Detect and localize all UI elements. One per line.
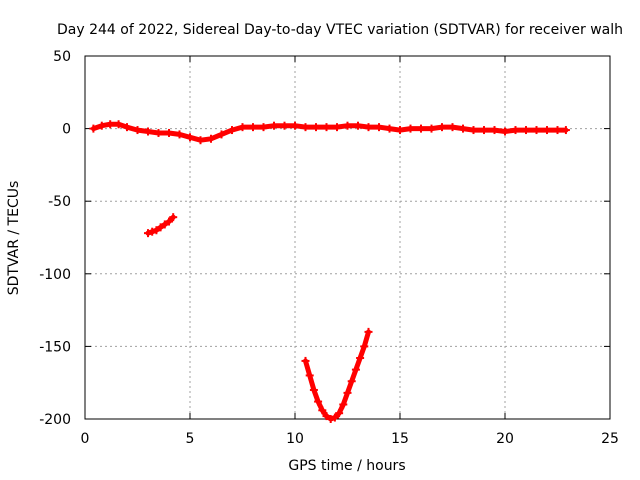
y-tick-label: -200 [39,412,71,428]
data-point [561,126,570,135]
data-point [354,121,362,130]
data-point [301,123,310,132]
data-point [330,413,339,422]
data-point [133,126,142,135]
plot-frame [84,55,611,420]
grid-lines [85,56,610,419]
data-point [490,126,499,135]
data-point [97,121,106,130]
series-trace-segment-3 [303,329,371,422]
data-point [438,123,446,132]
data-point [238,123,247,132]
x-tick-label: 20 [496,431,514,447]
y-tick-label: 50 [53,49,71,65]
data-point [114,120,123,129]
data-point [469,126,478,135]
data-point [406,124,415,133]
data-point [207,134,215,143]
data-point [301,356,310,365]
x-tick-label: 5 [186,431,195,447]
data-point [305,371,314,380]
axis-ticks: 0 5 10 15 20 25 50 0 -50 -100 -150 -200 [39,49,619,447]
data-point [291,121,299,130]
data-point [511,126,520,135]
data-point [417,124,425,133]
data-point [501,127,509,136]
x-tick-label: 0 [81,431,90,447]
data-point [152,226,161,235]
data-point [459,124,467,133]
data-point [522,126,530,135]
data-point [375,123,383,132]
data-point [89,124,98,133]
y-axis-label: SDTVAR / TECUs [6,181,22,296]
data-point [385,124,394,133]
data-marks [89,120,570,423]
data-point [318,406,327,415]
data-point [343,121,352,130]
data-point [396,126,404,135]
data-point [347,377,356,386]
data-point [106,120,115,129]
data-point [165,217,173,226]
data-point [309,385,318,394]
data-point [148,227,157,236]
data-point [480,126,488,135]
data-point [351,365,360,374]
data-point [333,123,341,132]
data-point [160,220,169,229]
data-point [270,121,278,130]
data-point [364,327,373,336]
data-point [543,126,551,135]
data-point [249,123,257,132]
y-tick-label: -150 [39,339,71,355]
y-tick-label: 0 [62,122,71,138]
y-tick-label: -50 [48,194,71,210]
data-point [259,123,268,132]
data-point [322,123,331,132]
data-point [532,126,541,135]
data-point [360,342,369,351]
data-point [165,128,173,137]
y-tick-label: -100 [39,267,71,283]
data-point [280,121,289,130]
x-tick-label: 25 [601,431,619,447]
data-point [196,136,205,145]
data-point [217,130,226,139]
data-point [144,229,152,238]
data-point [448,123,457,132]
data-point [228,126,236,135]
data-point [154,128,163,137]
data-point [553,126,562,135]
data-point [326,415,335,423]
data-point [364,123,373,132]
data-point [156,223,165,232]
data-point [123,123,131,132]
data-point [175,130,184,139]
data-point [312,123,320,132]
data-point [335,409,344,418]
x-axis-label: GPS time / hours [288,458,405,474]
data-point [144,127,152,136]
data-point [356,354,365,363]
data-point [427,124,436,133]
data-point [186,133,194,142]
data-point [169,213,178,222]
x-tick-label: 15 [391,431,409,447]
data-point [322,412,331,421]
data-point [339,400,348,409]
data-point [314,397,323,406]
x-tick-label: 10 [286,431,304,447]
chart-title: Day 244 of 2022, Sidereal Day-to-day VTE… [57,22,623,38]
data-point [343,388,352,397]
